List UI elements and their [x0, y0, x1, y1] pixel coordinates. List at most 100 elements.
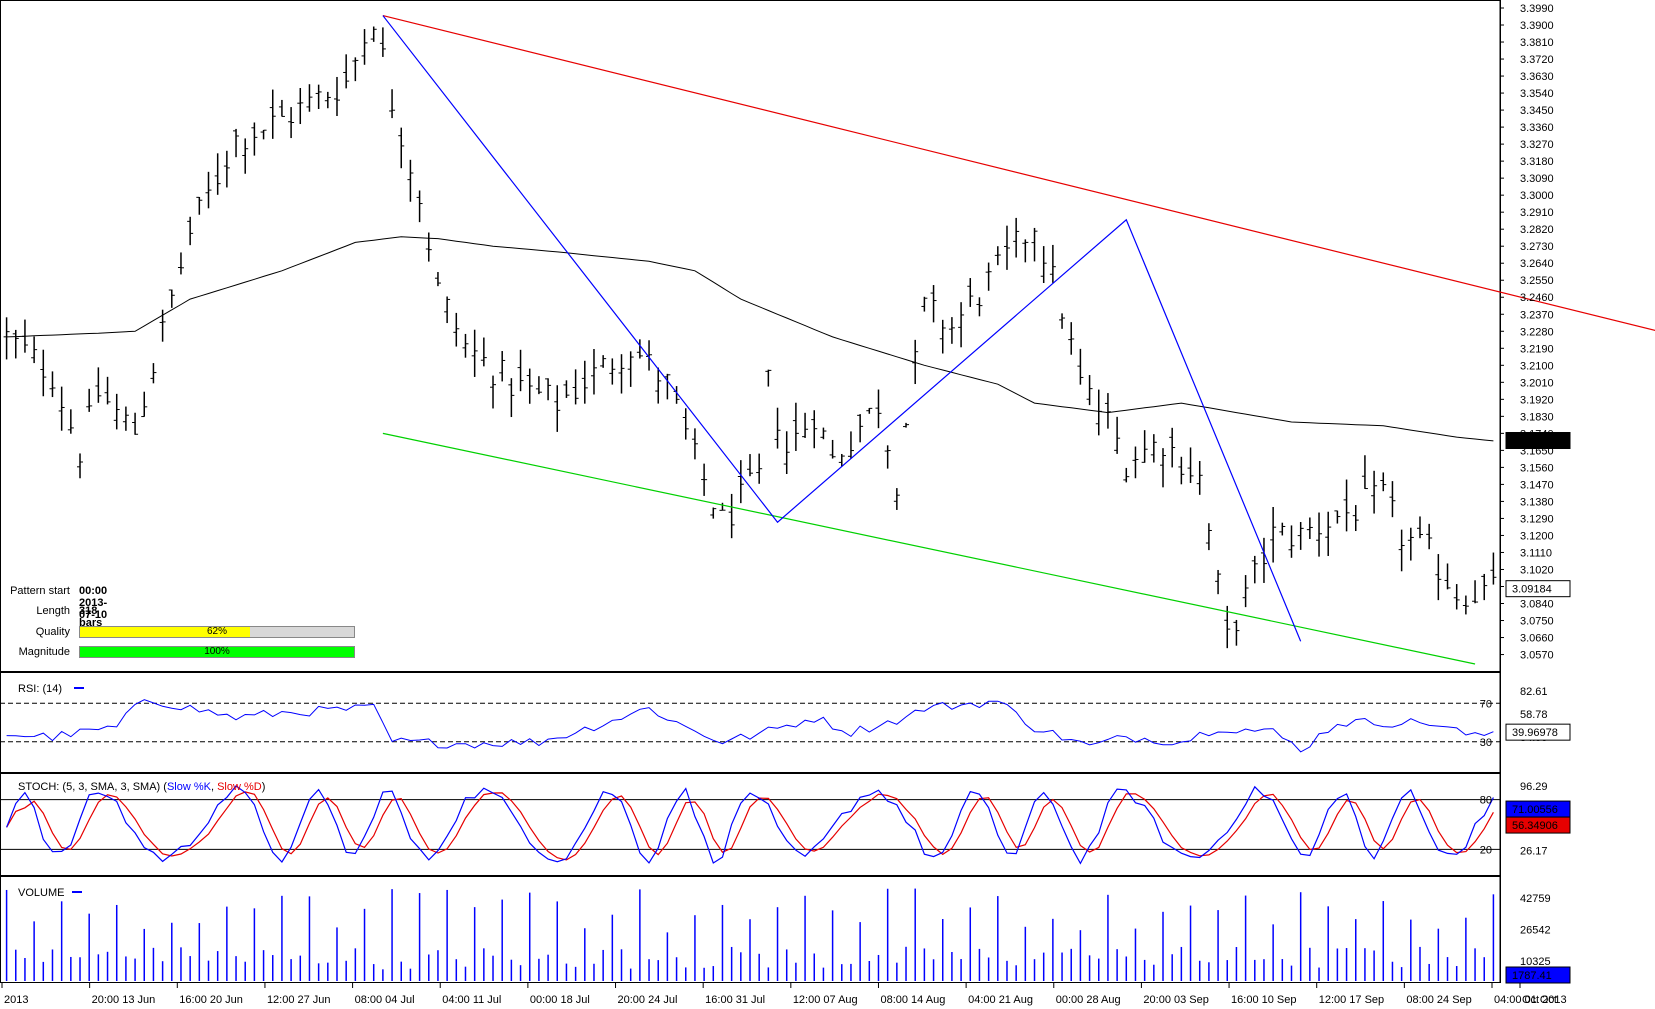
price-bar: [958, 302, 965, 348]
price-tick-label: 3.1290: [1520, 513, 1554, 525]
price-bar: [1426, 523, 1433, 550]
price-bar: [719, 502, 726, 511]
price-bar: [1068, 322, 1075, 355]
price-bar: [1178, 456, 1185, 485]
price-tick-label: 3.3540: [1520, 88, 1554, 100]
price-bar: [233, 128, 240, 158]
price-bar: [499, 351, 506, 382]
quality-label: Quality: [35, 626, 70, 638]
price-bar: [1187, 447, 1194, 483]
price-bar: [783, 431, 790, 475]
price-tick-label: 3.2010: [1520, 377, 1554, 389]
price-bar: [930, 285, 937, 323]
price-bar: [1031, 227, 1038, 262]
price-bar: [1132, 446, 1139, 479]
price-bar: [315, 84, 322, 109]
price-bar: [1472, 580, 1479, 604]
price-bar: [379, 27, 386, 57]
price-tick-label: 3.0750: [1520, 616, 1554, 628]
price-bar: [242, 138, 249, 174]
price-tick-label: 3.2820: [1520, 224, 1554, 236]
price-bar: [86, 388, 93, 412]
price-bar: [618, 354, 625, 394]
price-panel: [3, 14, 1655, 665]
price-tick-label: 3.1470: [1520, 479, 1554, 491]
price-bar: [352, 57, 359, 82]
price-bar: [1389, 481, 1396, 518]
price-bar: [875, 389, 882, 429]
magnitude-bar-fill: [80, 647, 354, 657]
price-bar: [1260, 537, 1267, 583]
price-bar: [691, 428, 698, 460]
price-bar: [1416, 516, 1423, 539]
price-bar: [508, 378, 515, 418]
price-bar: [306, 84, 313, 112]
price-bar: [1123, 467, 1130, 483]
x-tick-label: 08:00 04 Jul: [355, 994, 415, 1006]
price-bar: [1205, 523, 1212, 551]
price-bar: [389, 89, 396, 119]
price-bar: [104, 376, 111, 405]
price-bar: [857, 414, 864, 443]
last-price-box-text: 3.09184: [1512, 584, 1552, 596]
price-tick-label: 3.1830: [1520, 411, 1554, 423]
price-tick-label: 3.1560: [1520, 462, 1554, 474]
price-bar: [1242, 575, 1249, 608]
price-tick-label: 3.2280: [1520, 326, 1554, 338]
magnitude-value: 100%: [204, 646, 230, 657]
price-bar: [113, 393, 120, 430]
price-bar: [572, 369, 579, 405]
price-bar: [1279, 522, 1286, 536]
last-price-box: 3.09184: [1505, 580, 1571, 598]
price-bar: [747, 454, 753, 477]
price-tick-label: 3.3180: [1520, 156, 1554, 168]
price-bar: [1013, 217, 1020, 258]
price-bar: [407, 159, 414, 202]
price-bar: [811, 410, 818, 449]
rsi-value-box-text: 39.96978: [1512, 727, 1558, 739]
price-bar: [370, 26, 377, 42]
quality-bar-fill: [80, 627, 250, 637]
rsi-level-label: 30: [1480, 737, 1492, 749]
price-bar: [1169, 427, 1176, 468]
price-tick-label: 3.2550: [1520, 275, 1554, 287]
volume-tick-label: 10325: [1520, 956, 1551, 968]
price-bar: [434, 272, 441, 287]
stoch-level-label: 80: [1480, 795, 1492, 807]
price-bar: [288, 107, 295, 139]
price-bar: [12, 329, 19, 359]
volume-tick-label: 26542: [1520, 925, 1551, 937]
price-bar: [343, 54, 350, 89]
volume-label: VOLUME: [18, 887, 64, 899]
price-bar: [141, 391, 148, 418]
price-bar: [976, 297, 983, 317]
price-bar: [278, 99, 285, 117]
price-bar: [260, 129, 267, 140]
price-tick-label: 3.0660: [1520, 633, 1554, 645]
price-bar: [1095, 389, 1102, 436]
price-bar: [526, 368, 533, 404]
price-bar: [1224, 605, 1231, 649]
price-bar: [132, 412, 139, 435]
price-bar: [682, 408, 689, 440]
x-tick-label: 20:00 03 Sep: [1143, 994, 1208, 1006]
moving-average-line: [6, 236, 1494, 442]
price-bar: [462, 333, 469, 358]
price-bar: [866, 407, 873, 414]
price-tick-label: 3.2190: [1520, 343, 1554, 355]
x-tick-label: 04:00 11 Jul: [442, 994, 501, 1006]
x-tick-label: 20:00 13 Jun: [92, 994, 156, 1006]
price-bar: [1114, 416, 1121, 454]
price-bar: [1196, 460, 1203, 495]
price-bar: [471, 329, 478, 377]
price-bar: [1040, 246, 1047, 283]
price-bar: [214, 153, 221, 195]
price-bar: [324, 91, 331, 109]
x-tick-label: 2013: [4, 994, 28, 1006]
chart-frames: [0, 0, 1501, 983]
price-tick-label: 3.2460: [1520, 292, 1554, 304]
x-tick-label: 16:00 20 Jun: [179, 994, 243, 1006]
price-bar: [948, 317, 955, 344]
panel-frame-1: [0, 672, 1501, 773]
stoch-tick-label: 26.17: [1520, 845, 1548, 857]
